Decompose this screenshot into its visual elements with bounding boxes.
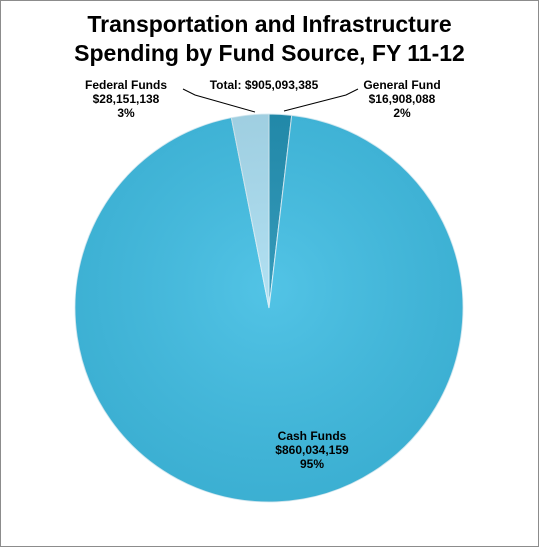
leader-line-federal-funds	[182, 88, 256, 113]
pie-slices	[74, 113, 464, 503]
slice-label-general-fund: General Fund $16,908,088 2%	[363, 78, 440, 120]
pie-shading	[75, 114, 463, 502]
slice-label-cash-funds: Cash Funds $860,034,159 95%	[275, 429, 349, 471]
chart-title-line-1: Transportation and Infrastructure	[87, 11, 452, 37]
total-label: Total: $905,093,385	[210, 78, 319, 92]
leader-line-general-fund	[283, 88, 359, 112]
slice-labels: General Fund $16,908,088 2% Cash Funds $860,…	[85, 78, 441, 471]
chart-title-line-2: Spending by Fund Source, FY 11-12	[74, 40, 465, 66]
chart-title: Transportation and Infrastructure Spendi…	[1, 10, 538, 68]
leader-lines	[182, 88, 359, 113]
slice-label-federal-funds: Federal Funds $28,151,138 3%	[85, 78, 167, 120]
